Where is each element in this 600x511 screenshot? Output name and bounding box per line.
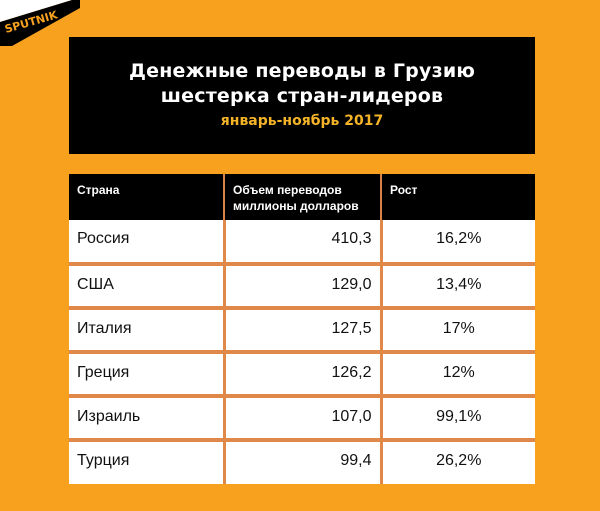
cell-volume: 129,0 [224,264,383,310]
cell-volume: 127,5 [224,308,383,354]
cell-volume: 126,2 [224,352,383,398]
table-row: Греция 126,2 12% [69,352,535,398]
table-row: США 129,0 13,4% [69,264,535,310]
cell-country: Турция [69,440,226,484]
sputnik-logo: SPUTNIK [0,0,80,46]
table-row: Турция 99,4 26,2% [69,440,535,484]
column-header-volume: Объем переводов миллионы долларов [224,174,382,220]
column-header-growth: Рост [381,174,535,220]
cell-growth: 16,2% [381,220,535,266]
title-box: Денежные переводы в Грузию шестерка стра… [69,37,535,154]
column-header-volume-line2: миллионы долларов [233,199,359,213]
table-row: Россия 410,3 16,2% [69,220,535,266]
cell-country: Израиль [69,396,226,442]
column-header-country: Страна [69,174,225,220]
subtitle-period: январь-ноябрь 2017 [220,113,384,129]
cell-growth: 13,4% [381,264,535,310]
cell-growth: 99,1% [381,396,535,442]
column-header-volume-line1: Объем переводов [233,183,342,197]
cell-growth: 26,2% [381,440,535,484]
table-row: Израиль 107,0 99,1% [69,396,535,442]
table-row: Италия 127,5 17% [69,308,535,354]
remittance-table: Страна Объем переводов миллионы долларов… [69,174,535,484]
cell-growth: 17% [381,308,535,354]
title-line-2: шестерка стран-лидеров [160,85,444,107]
table-header-row: Страна Объем переводов миллионы долларов… [69,174,535,220]
cell-volume: 410,3 [224,220,383,266]
cell-volume: 99,4 [224,440,383,484]
title-line-1: Денежные переводы в Грузию [128,60,475,82]
cell-volume: 107,0 [224,396,383,442]
cell-country: Греция [69,352,226,398]
cell-country: Италия [69,308,226,354]
cell-country: США [69,264,226,310]
cell-country: Россия [69,220,226,266]
cell-growth: 12% [381,352,535,398]
